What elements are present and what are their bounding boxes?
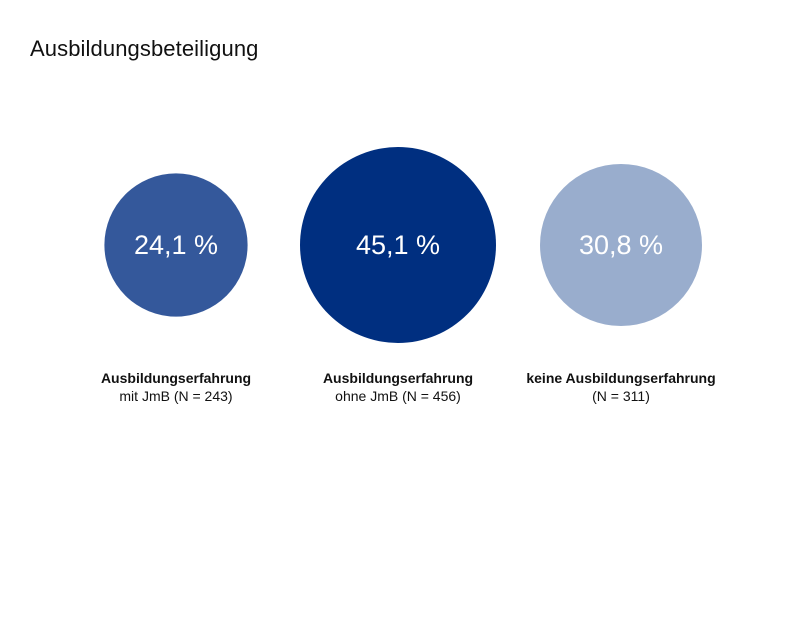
category-label-3-line2: (N = 311) <box>592 388 650 404</box>
bubble-value-label-1: 24,1 % <box>134 230 218 260</box>
category-label-1-line2: mit JmB (N = 243) <box>119 388 232 404</box>
category-label-2-line1: Ausbildungserfahrung <box>323 370 473 386</box>
bubble-3 <box>540 164 702 326</box>
category-label-1-line1: Ausbildungserfahrung <box>101 370 251 386</box>
bubble-value-label-2: 45,1 % <box>356 230 440 260</box>
bubble-1 <box>104 173 248 317</box>
category-label-2-line2: ohne JmB (N = 456) <box>335 388 461 404</box>
bubble-2 <box>300 147 496 343</box>
category-label-3-line1: keine Ausbildungserfahrung <box>526 370 715 386</box>
chart-title: Ausbildungsbeteiligung <box>30 36 259 61</box>
bubble-value-label-3: 30,8 % <box>579 230 663 260</box>
